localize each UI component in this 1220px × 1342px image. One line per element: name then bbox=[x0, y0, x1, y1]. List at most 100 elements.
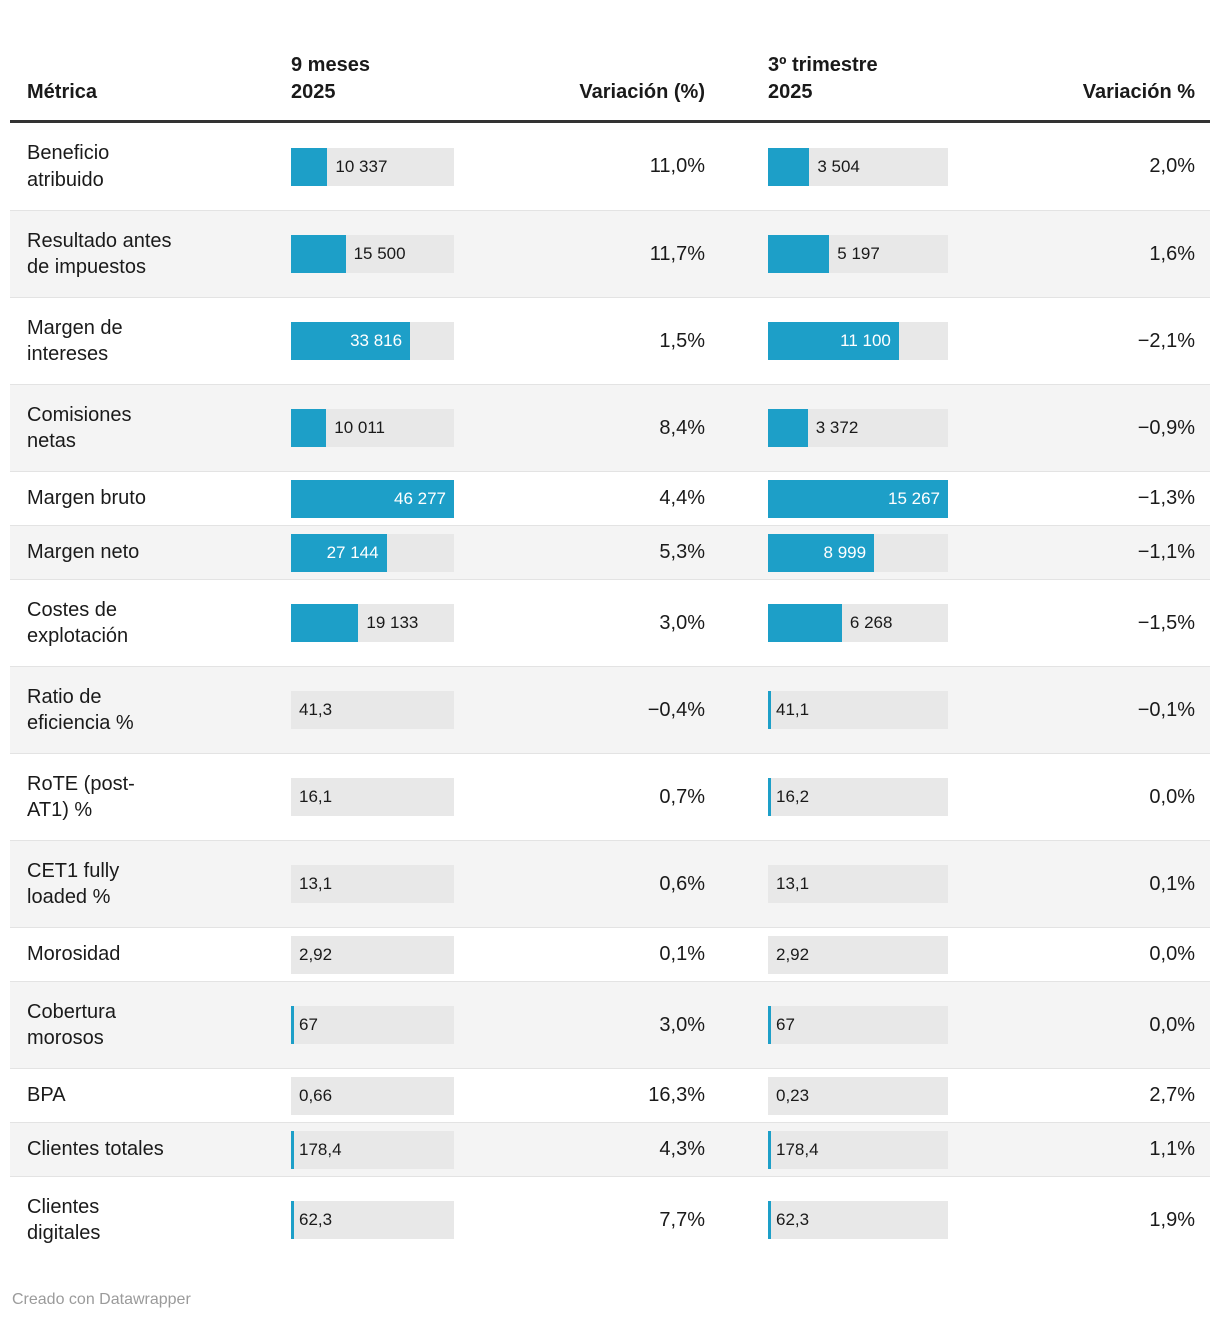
bar-track-q3: 16,2 bbox=[768, 778, 948, 816]
bar-cell-q3: 8 999 bbox=[768, 533, 948, 572]
bar-cell-q3: 11 100 bbox=[768, 322, 948, 360]
bar-cell-q3: 0,23 bbox=[768, 1076, 948, 1115]
metric-label: Resultado antes de impuestos bbox=[27, 229, 172, 278]
bar-fill-q3 bbox=[768, 147, 810, 186]
bar-value-label-q3: 67 bbox=[776, 1015, 795, 1034]
variation-9m-value: 1,5% bbox=[659, 329, 705, 352]
datawrapper-credit: Creado con Datawrapper bbox=[12, 1291, 191, 1308]
bar-cell-q3: 15 267 bbox=[768, 479, 948, 518]
bar-value-label-q3: 41,1 bbox=[776, 700, 810, 719]
bar-track-q3: 5 197 bbox=[768, 235, 948, 273]
metric-label: Margen de intereses bbox=[27, 316, 123, 365]
metric-label: Costes de explotación bbox=[27, 598, 129, 647]
variation-9m-value: 7,7% bbox=[659, 1208, 705, 1231]
variation-9m-value: 4,4% bbox=[659, 487, 705, 509]
variation-9m-value: 0,7% bbox=[659, 785, 705, 808]
table-row: Morosidad 2,92 0,1% 2,92 0,0% bbox=[10, 927, 1210, 981]
bar-cell-9m: 10 337 bbox=[291, 147, 454, 186]
bar-track-9m: 19 133 bbox=[291, 604, 454, 642]
bar-track-q3: 62,3 bbox=[768, 1201, 948, 1239]
bar-track-9m: 2,92 bbox=[291, 935, 454, 974]
table-row: Margen de intereses 33 816 1,5% 11 100 −2,1% bbox=[10, 297, 1210, 384]
table-header-row: Métrica 9 meses 2025 Variación (%) 3º tr… bbox=[10, 0, 1210, 123]
bar-cell-9m: 2,92 bbox=[291, 935, 454, 974]
variation-9m-value: 3,0% bbox=[659, 611, 705, 634]
bar-value-label-q3: 13,1 bbox=[776, 874, 810, 893]
bar-cell-q3: 2,92 bbox=[768, 935, 948, 974]
table-row: RoTE (post- AT1) % 16,1 0,7% 16,2 0,0% bbox=[10, 753, 1210, 840]
bar-fill-q3 bbox=[768, 409, 808, 447]
bar-cell-9m: 46 277 bbox=[291, 479, 454, 518]
table-row: Ratio de eficiencia % 41,3 −0,4% 41,1 −0,1% bbox=[10, 666, 1210, 753]
variation-9m-value: 11,7% bbox=[649, 242, 705, 265]
bar-cell-9m: 33 816 bbox=[291, 322, 454, 360]
variation-9m-value: 0,6% bbox=[659, 872, 705, 895]
bar-fill-9m bbox=[291, 479, 454, 518]
variation-9m-value: 0,1% bbox=[659, 943, 705, 965]
bar-value-label-q3: 5 197 bbox=[837, 244, 880, 263]
bar-value-label-9m: 46 277 bbox=[394, 488, 446, 508]
variation-q3-value: −2,1% bbox=[1137, 329, 1195, 352]
bar-track-q3: 41,1 bbox=[768, 691, 948, 729]
bar-fill-9m bbox=[291, 322, 411, 360]
bar-fill-9m bbox=[291, 604, 359, 642]
bar-track-q3: 15 267 bbox=[768, 479, 948, 518]
bar-track-q3: 6 268 bbox=[768, 604, 948, 642]
metric-label: Morosidad bbox=[27, 943, 121, 966]
bar-cell-9m: 16,1 bbox=[291, 778, 454, 816]
bar-track-9m: 33 816 bbox=[291, 322, 454, 360]
bar-value-label-9m: 0,66 bbox=[299, 1085, 333, 1105]
bar-value-label-9m: 2,92 bbox=[299, 944, 333, 964]
metric-label: BPA bbox=[27, 1084, 66, 1107]
bar-tick-q3 bbox=[768, 1130, 771, 1169]
variation-q3-value: 0,1% bbox=[1149, 872, 1195, 895]
table-row: Costes de explotación 19 133 3,0% 6 268 −1,5… bbox=[10, 579, 1210, 666]
bar-cell-9m: 178,4 bbox=[291, 1130, 454, 1169]
metric-label: CET1 fully loaded % bbox=[27, 859, 120, 908]
table-row: Clientes totales 178,4 4,3% 178,4 1,1% bbox=[10, 1122, 1210, 1176]
table-body: Beneficio atribuido 10 337 11,0% 3 504 2,0% R… bbox=[10, 123, 1210, 1263]
bar-value-label-q3: 178,4 bbox=[776, 1139, 819, 1159]
bar-value-label-9m: 178,4 bbox=[299, 1139, 342, 1159]
metric-label: Beneficio atribuido bbox=[27, 142, 110, 191]
bar-track-9m: 27 144 bbox=[291, 533, 454, 572]
column-header-variation-q3: Variación % bbox=[1082, 81, 1195, 103]
bar-tick-q3 bbox=[768, 778, 771, 816]
metric-label: Ratio de eficiencia % bbox=[27, 685, 134, 734]
column-header-9m-2025: 9 meses 2025 bbox=[291, 54, 370, 103]
metric-label: Cobertura morosos bbox=[27, 1000, 116, 1049]
bar-fill-q3 bbox=[768, 479, 948, 518]
bar-cell-9m: 67 bbox=[291, 1006, 454, 1044]
bar-cell-9m: 41,3 bbox=[291, 691, 454, 729]
bar-fill-9m bbox=[291, 533, 387, 572]
bar-track-9m: 13,1 bbox=[291, 865, 454, 903]
bar-cell-q3: 5 197 bbox=[768, 235, 948, 273]
variation-9m-value: −0,4% bbox=[647, 698, 705, 721]
bar-cell-9m: 15 500 bbox=[291, 235, 454, 273]
variation-9m-value: 8,4% bbox=[659, 416, 705, 439]
bar-tick-q3 bbox=[768, 691, 771, 729]
bar-track-9m: 16,1 bbox=[291, 778, 454, 816]
bar-cell-q3: 67 bbox=[768, 1006, 948, 1044]
bar-tick-9m bbox=[291, 1006, 294, 1044]
bar-tick-9m bbox=[291, 1201, 294, 1239]
bar-track-9m: 10 337 bbox=[291, 147, 454, 186]
bar-fill-9m bbox=[291, 409, 327, 447]
bar-cell-9m: 0,66 bbox=[291, 1076, 454, 1115]
bar-fill-q3 bbox=[768, 235, 830, 273]
bar-value-label-q3: 0,23 bbox=[776, 1085, 810, 1105]
bar-cell-9m: 19 133 bbox=[291, 604, 454, 642]
bar-value-label-q3: 3 372 bbox=[815, 418, 859, 437]
bar-track-q3: 67 bbox=[768, 1006, 948, 1044]
bar-cell-q3: 3 372 bbox=[768, 409, 948, 447]
bar-track-9m: 41,3 bbox=[291, 691, 454, 729]
bar-value-label-9m: 67 bbox=[299, 1015, 318, 1034]
bar-cell-q3: 6 268 bbox=[768, 604, 948, 642]
variation-q3-value: −1,1% bbox=[1137, 541, 1195, 563]
bar-fill-q3 bbox=[768, 322, 899, 360]
metric-label: Clientes totales bbox=[27, 1138, 164, 1161]
bar-track-q3: 178,4 bbox=[768, 1130, 948, 1169]
bar-tick-q3 bbox=[768, 1006, 771, 1044]
variation-9m-value: 16,3% bbox=[648, 1084, 705, 1106]
bar-value-label-9m: 27 144 bbox=[326, 542, 379, 562]
